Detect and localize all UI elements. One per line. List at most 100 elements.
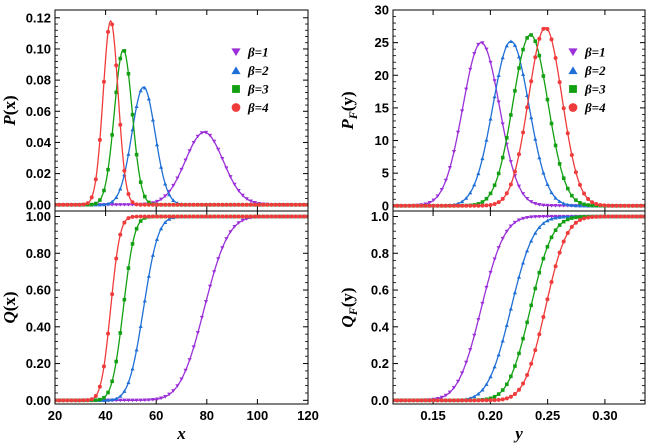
data-point xyxy=(447,166,453,170)
legend-marker xyxy=(231,103,241,112)
data-point xyxy=(423,203,428,208)
data-point xyxy=(57,202,62,207)
data-point xyxy=(504,43,509,48)
data-point xyxy=(480,301,485,306)
data-point xyxy=(105,398,111,402)
y-tick-label: 0.2 xyxy=(371,356,389,371)
data-point xyxy=(407,203,412,208)
data-point xyxy=(191,214,196,219)
y-tick-label: 0.00 xyxy=(26,197,51,212)
data-point xyxy=(134,226,139,231)
data-point xyxy=(517,387,521,392)
data-point xyxy=(163,220,168,224)
data-point xyxy=(195,214,200,219)
data-point xyxy=(508,306,513,311)
data-point xyxy=(509,374,513,379)
data-point xyxy=(496,246,501,250)
data-point xyxy=(516,275,522,279)
data-point xyxy=(476,203,481,208)
data-point xyxy=(484,398,489,403)
data-point xyxy=(472,394,477,399)
data-point xyxy=(154,397,160,402)
data-point xyxy=(598,214,603,219)
data-point xyxy=(622,203,627,208)
data-point xyxy=(565,231,570,236)
series-line xyxy=(55,215,308,401)
data-point xyxy=(158,396,164,401)
y-tick-label: 0.00 xyxy=(26,393,51,408)
data-point xyxy=(285,202,290,207)
data-point xyxy=(171,198,176,203)
data-point xyxy=(167,192,172,197)
data-point xyxy=(277,214,282,219)
y-tick-label: 25 xyxy=(375,35,389,50)
data-point xyxy=(208,202,213,207)
data-point xyxy=(175,214,180,219)
data-point xyxy=(224,166,229,170)
data-point xyxy=(273,202,278,207)
data-point xyxy=(427,398,432,403)
data-point xyxy=(492,394,497,399)
data-point xyxy=(301,214,306,219)
data-point xyxy=(573,220,578,225)
data-point xyxy=(415,203,420,208)
data-point xyxy=(504,229,509,234)
data-point xyxy=(500,397,505,402)
data-point xyxy=(468,348,473,352)
data-point xyxy=(590,203,594,208)
data-point xyxy=(488,191,493,196)
data-point xyxy=(252,214,257,219)
data-point xyxy=(224,214,229,219)
data-point xyxy=(220,202,225,207)
data-point xyxy=(557,199,562,204)
data-point xyxy=(565,214,570,219)
data-point xyxy=(118,56,123,61)
data-point xyxy=(521,47,525,52)
data-point xyxy=(525,93,530,98)
legend-label: β=2 xyxy=(584,63,606,78)
plot-frame xyxy=(54,9,309,212)
data-point xyxy=(492,201,497,206)
data-point xyxy=(216,257,221,261)
data-point xyxy=(484,382,489,386)
data-point xyxy=(427,201,432,205)
data-point xyxy=(431,398,436,403)
y-axis-label: QF(y) xyxy=(338,287,360,327)
x-tick-label: 80 xyxy=(200,408,214,423)
x-tick-label: 0.25 xyxy=(535,408,560,423)
legend-label: β=2 xyxy=(247,63,269,78)
data-point xyxy=(297,214,302,219)
data-point xyxy=(203,202,208,207)
data-point xyxy=(183,202,188,207)
data-point xyxy=(500,155,505,160)
data-point xyxy=(553,195,558,200)
data-point xyxy=(476,398,481,403)
data-point xyxy=(118,122,123,127)
data-point xyxy=(130,214,135,219)
data-point xyxy=(399,398,404,403)
data-point xyxy=(459,371,465,375)
data-point xyxy=(541,256,546,261)
data-point xyxy=(561,176,566,180)
data-point xyxy=(240,218,245,223)
data-point xyxy=(122,297,127,302)
data-point xyxy=(582,216,587,221)
data-point xyxy=(439,187,444,192)
data-point xyxy=(492,364,497,369)
data-point xyxy=(142,85,147,90)
data-point xyxy=(508,224,513,229)
series-line xyxy=(55,215,308,401)
data-point xyxy=(529,79,534,84)
data-point xyxy=(187,202,192,207)
data-point xyxy=(199,214,204,219)
data-point xyxy=(529,361,534,366)
y-tick-label: 5 xyxy=(382,166,389,181)
data-point xyxy=(549,203,554,208)
data-point xyxy=(569,203,574,207)
data-point xyxy=(480,41,485,45)
data-point xyxy=(273,214,278,219)
data-point xyxy=(97,202,102,207)
data-point xyxy=(496,397,501,402)
series-group xyxy=(55,19,308,207)
